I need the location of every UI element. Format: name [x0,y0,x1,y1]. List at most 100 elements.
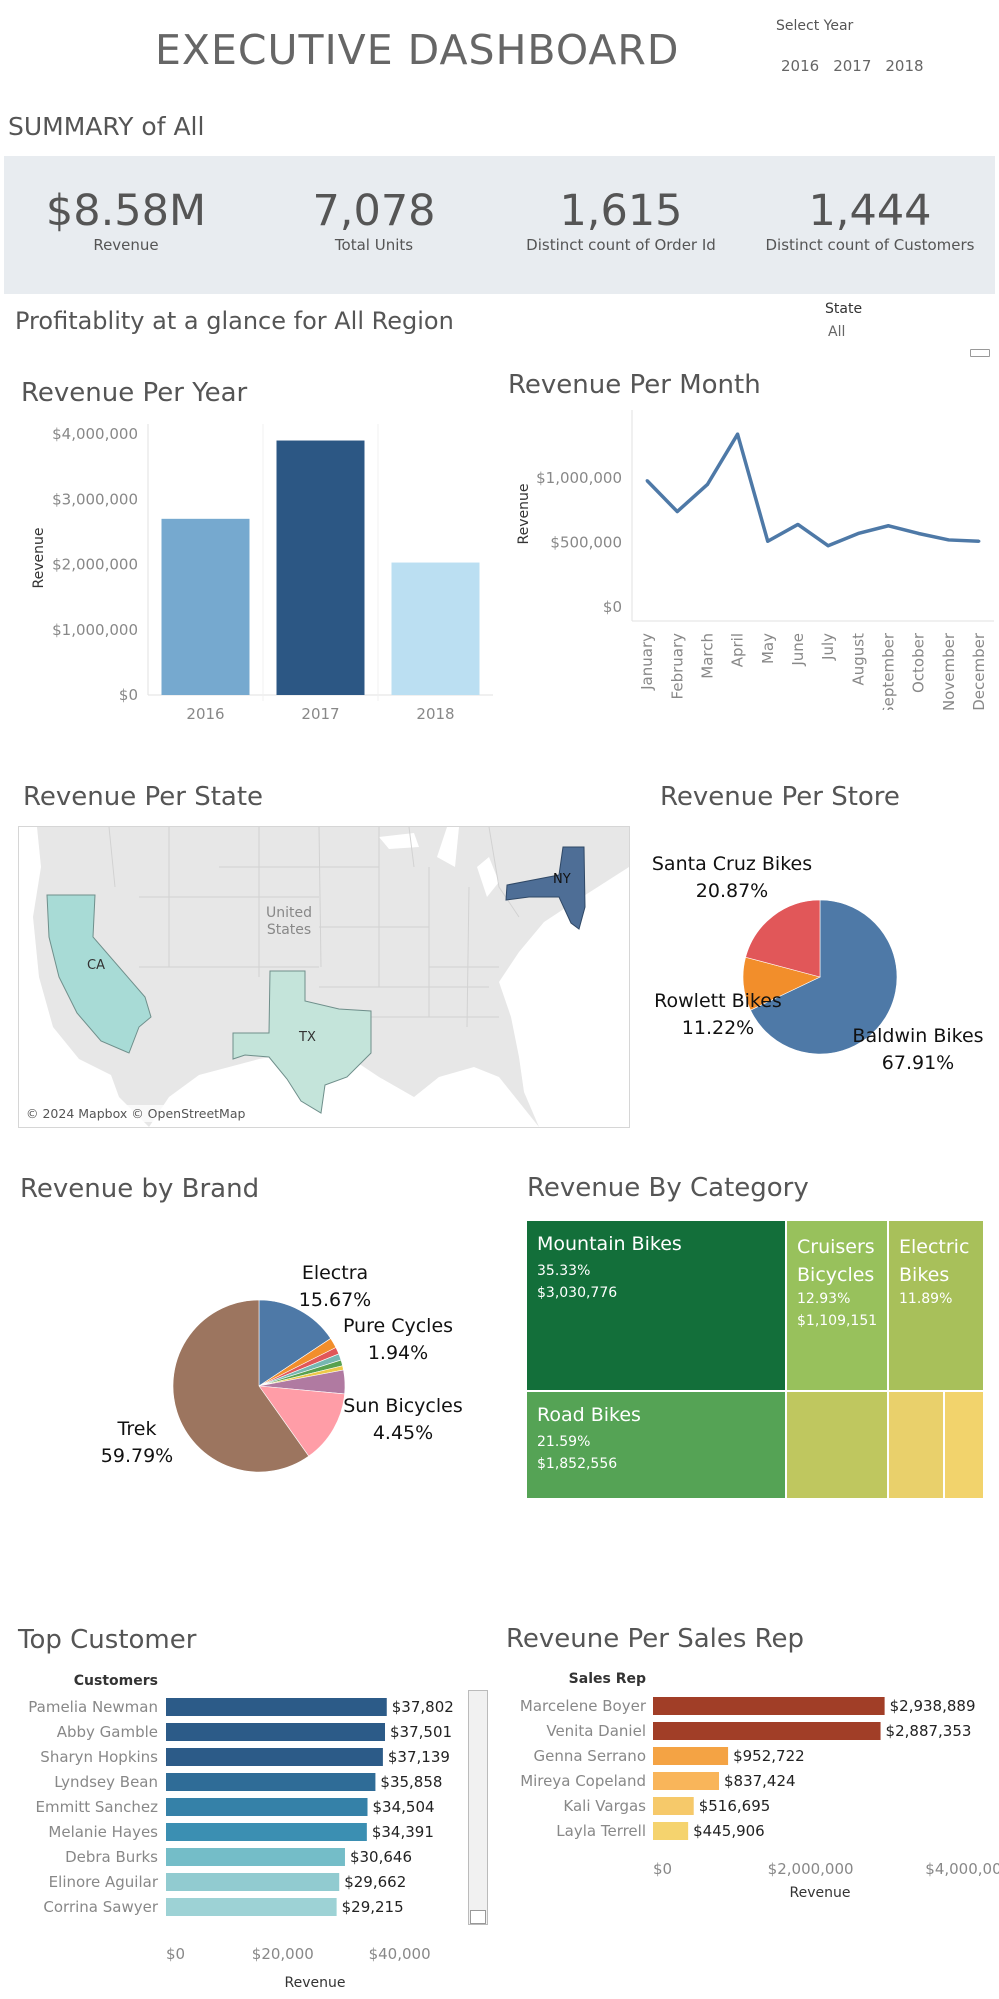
bar[interactable] [166,1698,387,1716]
bar[interactable] [166,1848,345,1866]
pie-slice[interactable] [750,899,898,1055]
revenue-per-store-pie: Santa Cruz Bikes 20.87% Rowlett Bikes 11… [652,853,984,1074]
treemap-cell-other[interactable] [945,1392,983,1498]
data-point[interactable] [736,432,740,436]
kpi-customer-count: 1,444 Distinct count of Customers [755,186,985,254]
map-attribution[interactable]: © 2024 Mapbox © OpenStreetMap [23,1105,249,1122]
treemap-cell-pct: 12.93% [797,1291,851,1307]
state-dropdown-handle[interactable] [970,349,990,357]
pie-slice[interactable] [258,1299,332,1387]
category-label: Lyndsey Bean [54,1773,158,1791]
bar[interactable] [166,1823,367,1841]
pie-slice[interactable] [745,899,821,978]
state-california[interactable] [46,894,152,1054]
country-label: States [267,922,311,938]
x-tick-label: April [729,633,747,667]
chart-title-store: Revenue Per Store [660,782,900,812]
y-tick-label: $0 [603,598,622,616]
pie-label-value: 20.87% [696,880,768,902]
state-map[interactable]: CA TX NY United States © 2024 Mapbox © O… [18,826,630,1128]
treemap-cell-mountain-bikes[interactable]: Mountain Bikes 35.33% $3,030,776 [527,1221,785,1390]
state-label-ny: NY [553,872,571,887]
treemap-cell-other[interactable] [889,1392,943,1498]
profitability-title: Profitablity at a glance for All Region [15,307,454,335]
data-point[interactable] [826,544,830,548]
data-point[interactable] [917,531,921,535]
bar-value-label: $37,802 [392,1698,454,1716]
bar[interactable] [166,1898,337,1916]
bar[interactable] [276,440,365,695]
bar[interactable] [166,1798,368,1816]
data-point[interactable] [705,482,709,486]
treemap-cell-other[interactable] [787,1392,887,1498]
kpi-label: Revenue [93,236,159,254]
pie-label-value: 11.22% [682,1017,754,1039]
x-tick-label: October [910,632,928,693]
chart-title-month: Revenue Per Month [508,370,761,400]
bar[interactable] [653,1747,729,1765]
bar[interactable] [653,1772,719,1790]
year-option[interactable]: 2016 [781,57,820,75]
pie-slice[interactable] [172,1299,310,1473]
chart-title-top-customer: Top Customer [18,1625,197,1655]
bar[interactable] [166,1773,376,1791]
category-label: Pamelia Newman [28,1698,158,1716]
treemap-cell-road-bikes[interactable]: Road Bikes 21.59% $1,852,556 [527,1392,785,1498]
bar-value-label: $445,906 [693,1822,765,1840]
revenue-by-brand-pie: Electra 15.67% Pure Cycles 1.94% Sun Bic… [101,1262,463,1473]
data-point[interactable] [856,531,860,535]
category-label: Layla Terrell [556,1822,646,1840]
x-tick-label: 2016 [186,705,224,723]
pie-label-value: 59.79% [101,1445,173,1467]
pie-slice[interactable] [258,1385,345,1457]
data-point[interactable] [886,524,890,528]
treemap-cell-pct: 21.59% [537,1434,591,1450]
bar[interactable] [653,1697,885,1715]
x-tick-label: June [789,633,807,667]
state-label-tx: TX [298,1030,316,1045]
year-option[interactable]: 2017 [833,57,872,75]
scrollbar-thumb[interactable] [470,1910,486,1924]
bar[interactable] [391,562,480,695]
data-point[interactable] [977,539,981,543]
bar-value-label: $29,215 [342,1898,404,1916]
treemap-cell-value: $1,852,556 [537,1456,618,1472]
category-label: Debra Burks [65,1848,158,1866]
data-point[interactable] [766,539,770,543]
bar[interactable] [161,518,250,695]
pie-label-value: 1.94% [368,1342,428,1364]
kpi-label: Total Units [334,236,414,254]
top-customer-chart: Customers Pamelia Newman $37,802 Abby Gamb… [28,1673,454,1991]
kpi-value: 1,615 [559,186,683,236]
series-line[interactable] [645,432,979,548]
bar[interactable] [166,1723,386,1741]
kpi-value: $8.58M [45,186,207,236]
treemap-cell-cruisers-bicycles[interactable]: Cruisers Bicycles 12.93% $1,109,151 [787,1221,887,1390]
state-new-york[interactable] [505,846,586,930]
chart-title-year: Revenue Per Year [21,378,248,408]
pie-label-value: 15.67% [299,1289,371,1311]
bar-value-label: $30,646 [350,1848,412,1866]
pie-label-value: 67.91% [882,1052,954,1074]
treemap-cell-name: Electric Bikes [899,1236,970,1286]
bar[interactable] [653,1722,881,1740]
treemap-cell-pct: 11.89% [899,1291,953,1307]
bar[interactable] [166,1873,340,1891]
x-axis-title: Revenue [790,1885,851,1901]
customer-scrollbar[interactable] [468,1690,488,1925]
data-point[interactable] [675,510,679,514]
x-tick-label: $40,000 [369,1945,431,1963]
bar[interactable] [653,1797,694,1815]
data-point[interactable] [645,479,649,483]
year-option[interactable]: 2018 [885,57,924,75]
pacific-ocean [19,827,149,1127]
bar-value-label: $2,887,353 [886,1722,972,1740]
data-point[interactable] [796,522,800,526]
bar[interactable] [166,1748,383,1766]
bar[interactable] [653,1822,689,1840]
data-point[interactable] [947,538,951,542]
state-filter-value[interactable]: All [828,324,846,340]
treemap-cell-electric-bikes[interactable]: Electric Bikes 11.89% [889,1221,983,1390]
treemap-cell-pct: 35.33% [537,1263,591,1279]
state-texas[interactable] [232,970,372,1114]
